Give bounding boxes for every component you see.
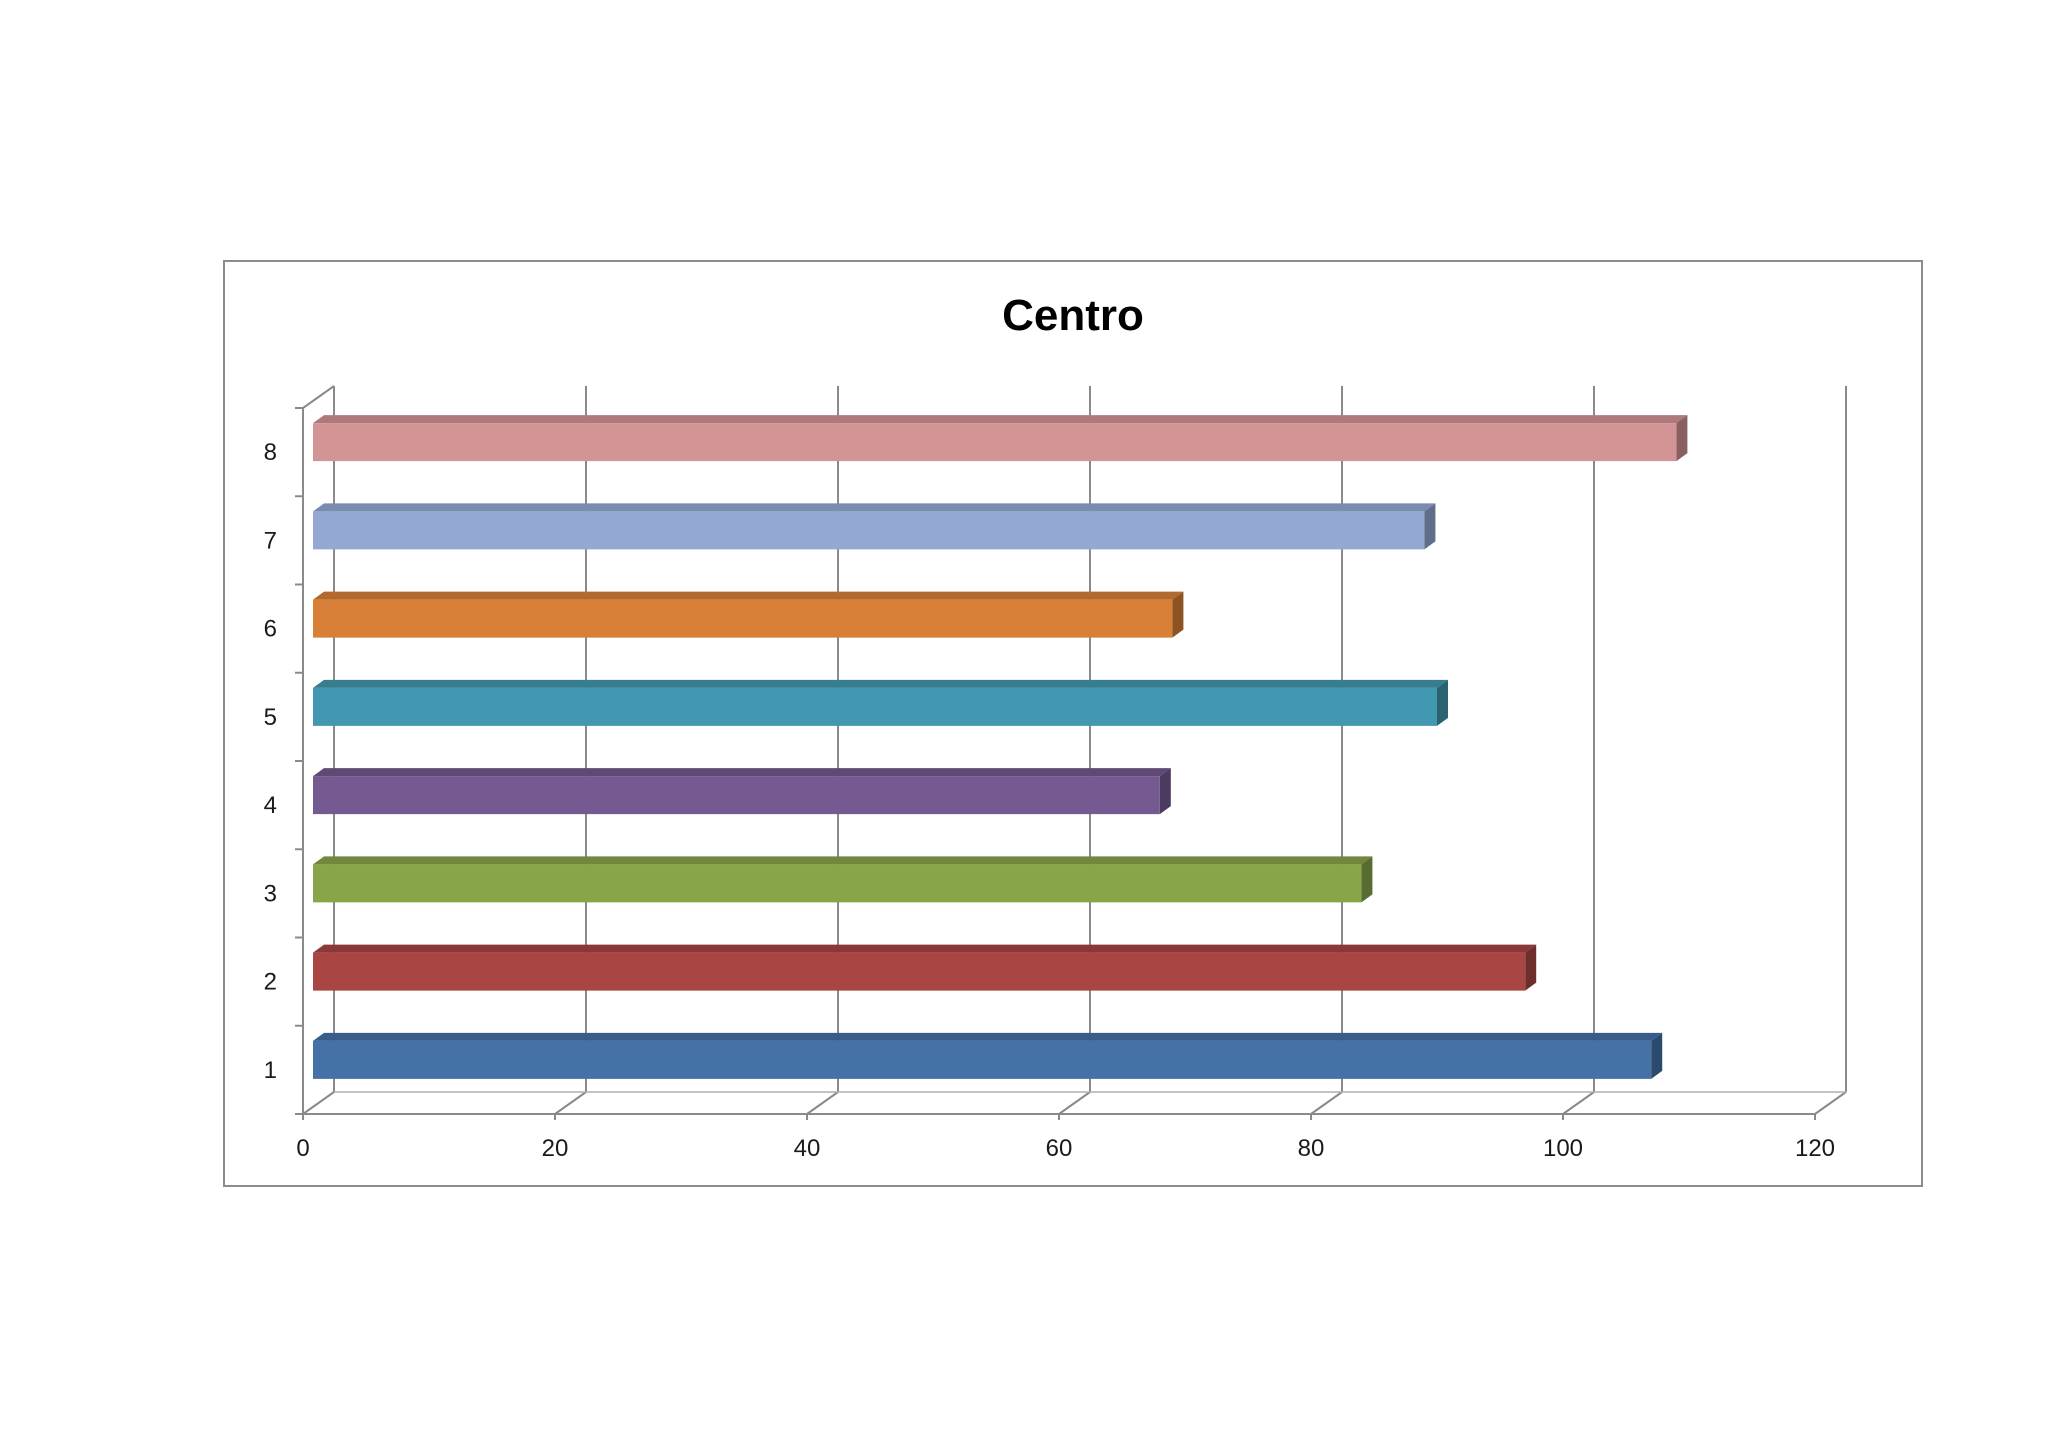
y-tick-label: 6 [264,616,277,643]
bar-front-face [313,864,1362,903]
bars-layer [313,415,1688,1079]
bar-top-face [313,944,1537,953]
x-tick-label: 120 [1795,1135,1835,1162]
bar-front-face [313,1040,1652,1079]
x-grid-floor-segment [806,1091,839,1115]
bar-end-face [1424,503,1436,550]
bar-end-face [1651,1032,1663,1079]
x-tick-label: 0 [296,1135,309,1162]
bar-top-face [313,591,1184,600]
bar-top-face [313,768,1171,777]
x-grid-floor-segment [302,1091,335,1115]
x-grid-floor-segment [1058,1091,1091,1115]
left-wall-top-edge [302,385,335,409]
bar-end-face [1525,944,1537,991]
x-tick-label: 60 [1046,1135,1073,1162]
y-tick-label: 8 [264,439,277,466]
bar-1 [313,1032,1663,1079]
bar-6 [313,591,1184,638]
bar-3 [313,856,1373,903]
bar-front-face [313,423,1677,462]
bar-8 [313,415,1688,462]
bar-5 [313,679,1448,726]
bar-front-face [313,952,1526,991]
bar-top-face [313,856,1373,865]
x-tick-label: 40 [794,1135,821,1162]
chart-title: Centro [1002,291,1144,340]
bar-7 [313,503,1436,550]
y-tick-label: 4 [264,792,277,819]
bar-front-face [313,687,1437,726]
grid-layer [302,386,1847,1115]
y-tick-label: 2 [264,969,277,996]
x-tick-label: 100 [1543,1135,1583,1162]
bar-2 [313,944,1537,991]
bar-top-face [313,1032,1663,1041]
x-tick-label: 20 [542,1135,569,1162]
y-tick-label: 1 [264,1057,277,1084]
bar-4 [313,768,1171,815]
bar-top-face [313,503,1436,512]
y-tick-label: 3 [264,880,277,907]
bar-end-face [1159,768,1171,815]
y-tick-label: 5 [264,704,277,731]
bar-top-face [313,679,1448,688]
bar-end-face [1172,591,1184,638]
labels-layer: 0 20 40 60 80 100 120 8 7 6 5 4 3 2 1 [264,439,1835,1162]
x-grid-floor-segment [554,1091,587,1115]
bar-front-face [313,511,1425,550]
x-tick-label: 80 [1298,1135,1325,1162]
bar-end-face [1437,679,1448,726]
bar-end-face [1361,856,1373,903]
x-grid-floor-segment [1310,1091,1343,1115]
bar-front-face [313,776,1160,815]
axis-layer [295,385,1846,1120]
bar-end-face [1676,415,1688,462]
x-grid-floor-segment [1814,1091,1847,1115]
bar-front-face [313,599,1173,638]
x-grid-floor-segment [1562,1091,1595,1115]
bar-top-face [313,415,1688,424]
y-tick-label: 7 [264,527,277,554]
